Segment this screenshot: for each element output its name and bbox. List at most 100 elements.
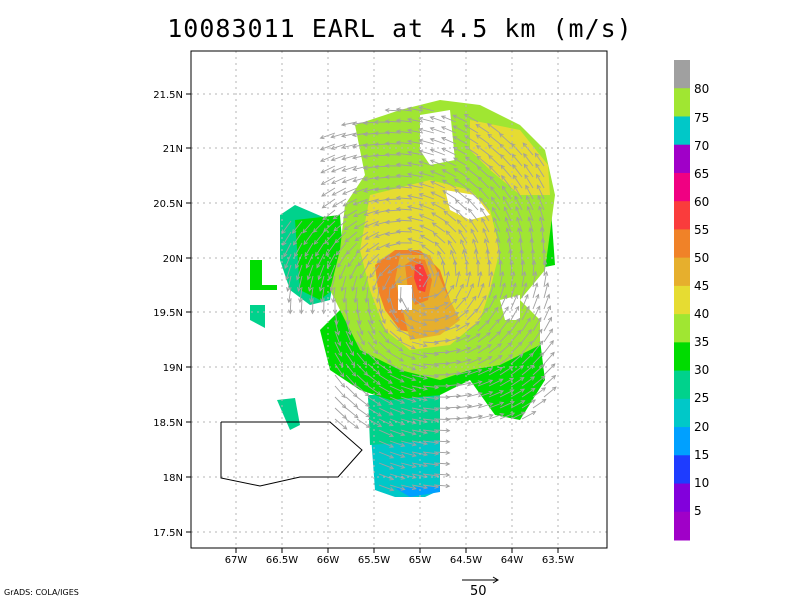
wind-vector-head bbox=[342, 425, 348, 430]
wind-vector-head bbox=[376, 258, 382, 263]
wind-vector bbox=[389, 319, 401, 332]
wind-vector bbox=[356, 308, 361, 325]
wind-vector bbox=[521, 294, 529, 310]
wind-vector bbox=[543, 363, 556, 376]
wind-vector bbox=[353, 198, 369, 206]
wind-vector bbox=[488, 413, 504, 420]
wind-vector-head bbox=[284, 264, 289, 270]
wind-vector bbox=[510, 260, 513, 277]
wind-vector-head bbox=[353, 403, 359, 408]
wind-vector bbox=[455, 393, 472, 398]
wind-vector-head bbox=[504, 306, 509, 311]
wind-vector bbox=[345, 396, 358, 408]
wind-vector bbox=[331, 143, 347, 150]
wind-vector-head bbox=[341, 133, 347, 138]
wind-vector bbox=[506, 228, 512, 244]
wind-vector-head bbox=[431, 212, 436, 217]
wind-vector-head bbox=[342, 414, 348, 420]
wind-vector bbox=[543, 352, 555, 365]
wind-vector-head bbox=[475, 134, 481, 139]
wind-vector-head bbox=[540, 375, 546, 380]
wind-vector-head bbox=[476, 345, 482, 350]
wind-vector-head bbox=[388, 422, 394, 427]
wind-vector-head bbox=[486, 331, 491, 337]
wind-vector-head bbox=[365, 402, 370, 408]
wind-vector bbox=[477, 344, 492, 354]
wind-vector-head bbox=[494, 306, 499, 312]
wind-vector-head bbox=[434, 306, 440, 311]
wind-vector-head bbox=[411, 485, 417, 491]
wind-vector-head bbox=[500, 164, 505, 170]
wind-vector bbox=[396, 163, 413, 167]
wind-vector-head bbox=[470, 228, 475, 234]
wind-vector bbox=[444, 285, 455, 299]
wind-vector bbox=[488, 260, 490, 277]
wind-vector-head bbox=[512, 163, 517, 169]
wind-vector bbox=[455, 335, 471, 343]
colorbar-label: 5 bbox=[694, 504, 702, 518]
wind-vector bbox=[433, 440, 450, 443]
wind-vector bbox=[510, 341, 523, 354]
wind-vector bbox=[476, 134, 490, 145]
wind-vector-head bbox=[429, 137, 435, 143]
wind-vector-head bbox=[458, 229, 463, 234]
wind-vector-head bbox=[298, 298, 303, 304]
wind-vector-head bbox=[423, 430, 429, 435]
wind-vector bbox=[356, 363, 368, 376]
wind-vector bbox=[444, 349, 461, 354]
wind-vector-head bbox=[488, 390, 494, 396]
wind-vector-head bbox=[321, 309, 326, 315]
wind-vector bbox=[458, 229, 468, 244]
wind-vector bbox=[455, 271, 460, 288]
wind-vector bbox=[378, 462, 394, 470]
wind-vector-head bbox=[441, 179, 447, 184]
wind-vector bbox=[433, 327, 450, 332]
wind-vector-head bbox=[466, 346, 472, 351]
wind-vector bbox=[411, 330, 427, 336]
wind-vector bbox=[457, 219, 468, 233]
wind-vector-head bbox=[519, 365, 525, 370]
wind-vector bbox=[367, 396, 382, 406]
wind-vector bbox=[356, 418, 371, 428]
wind-vector-head bbox=[501, 185, 507, 191]
wind-vector-head bbox=[506, 237, 512, 243]
wind-vector-head bbox=[475, 123, 481, 129]
wind-vector bbox=[400, 308, 413, 321]
wind-vector-head bbox=[495, 318, 500, 324]
wind-vector-head bbox=[352, 155, 357, 160]
wind-vector bbox=[510, 294, 518, 310]
wind-vector bbox=[343, 286, 347, 303]
wind-vector bbox=[510, 400, 525, 409]
wind-vector-head bbox=[455, 209, 461, 214]
wind-vector-head bbox=[487, 123, 492, 128]
wind-vector-head bbox=[323, 227, 328, 233]
colorbar-label: 60 bbox=[694, 195, 709, 209]
wind-vector-head bbox=[466, 197, 472, 203]
wind-vector bbox=[411, 462, 428, 467]
wind-vector-head bbox=[518, 353, 524, 358]
wind-vector bbox=[334, 319, 340, 336]
wind-vector bbox=[430, 181, 446, 189]
wind-vector bbox=[367, 418, 382, 427]
wind-vector bbox=[521, 376, 535, 387]
wind-vector bbox=[433, 451, 450, 454]
wind-vector bbox=[512, 164, 523, 178]
wind-vector bbox=[503, 206, 512, 222]
wind-vector bbox=[499, 271, 504, 288]
wind-vector-head bbox=[407, 205, 413, 210]
wind-vector bbox=[359, 264, 369, 279]
wind-vector-head bbox=[418, 138, 424, 143]
wind-vector bbox=[433, 351, 450, 354]
wind-vector-head bbox=[400, 442, 406, 448]
wind-vector-head bbox=[490, 282, 496, 288]
longitude-labels: 67W 66.5W 66W 65.5W 65W 64.5W 64W 63.5W bbox=[225, 555, 575, 566]
wind-vector-head bbox=[395, 184, 401, 190]
wind-vector bbox=[442, 169, 457, 178]
wind-vector-head bbox=[480, 282, 485, 288]
wind-vector-head bbox=[443, 210, 449, 215]
wind-vector-head bbox=[363, 223, 369, 228]
wind-vector bbox=[453, 157, 468, 167]
wind-vector-head bbox=[452, 125, 458, 130]
wind-vector-head bbox=[531, 259, 537, 265]
wind-vector bbox=[455, 199, 468, 211]
